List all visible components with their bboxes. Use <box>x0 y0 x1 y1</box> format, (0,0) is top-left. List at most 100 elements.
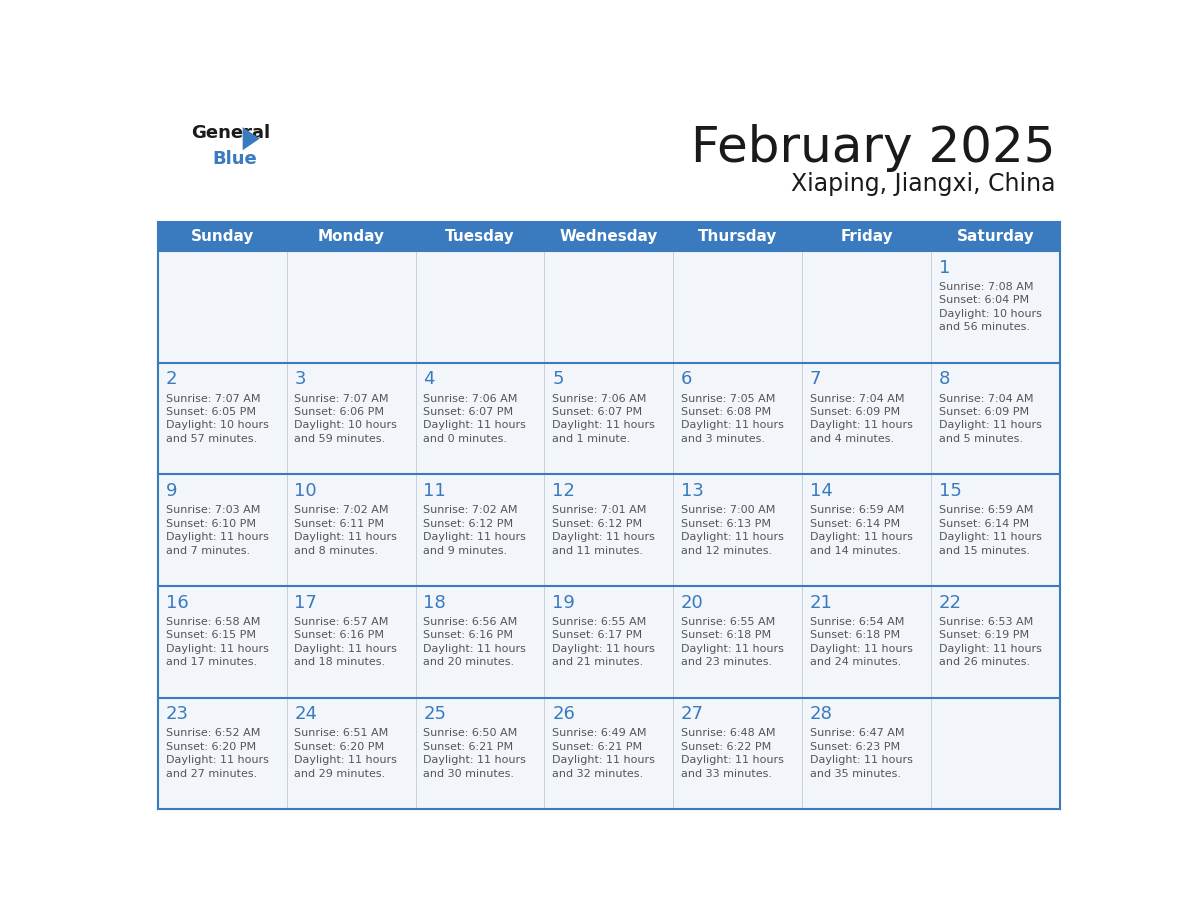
Text: Sunrise: 7:07 AM: Sunrise: 7:07 AM <box>165 394 260 404</box>
Text: Sunrise: 6:50 AM: Sunrise: 6:50 AM <box>423 729 518 738</box>
Text: Monday: Monday <box>317 229 385 244</box>
Text: Sunset: 6:11 PM: Sunset: 6:11 PM <box>295 519 385 529</box>
Text: 22: 22 <box>939 594 962 611</box>
Text: Sunset: 6:07 PM: Sunset: 6:07 PM <box>423 407 513 417</box>
Text: Sunset: 6:12 PM: Sunset: 6:12 PM <box>552 519 643 529</box>
Text: and 8 minutes.: and 8 minutes. <box>295 545 379 555</box>
Bar <box>158 475 1060 586</box>
Text: Sunrise: 6:48 AM: Sunrise: 6:48 AM <box>681 729 776 738</box>
Text: Sunrise: 7:00 AM: Sunrise: 7:00 AM <box>681 505 776 515</box>
Text: Sunset: 6:09 PM: Sunset: 6:09 PM <box>810 407 901 417</box>
Text: Daylight: 11 hours: Daylight: 11 hours <box>552 532 655 543</box>
Text: Friday: Friday <box>840 229 893 244</box>
Text: Sunrise: 7:06 AM: Sunrise: 7:06 AM <box>423 394 518 404</box>
Text: Sunset: 6:20 PM: Sunset: 6:20 PM <box>295 742 385 752</box>
Text: Wednesday: Wednesday <box>560 229 658 244</box>
Text: Sunrise: 7:07 AM: Sunrise: 7:07 AM <box>295 394 388 404</box>
Text: Daylight: 11 hours: Daylight: 11 hours <box>552 420 655 431</box>
Text: Daylight: 11 hours: Daylight: 11 hours <box>939 420 1042 431</box>
Text: Sunrise: 6:54 AM: Sunrise: 6:54 AM <box>810 617 904 627</box>
Text: Sunset: 6:23 PM: Sunset: 6:23 PM <box>810 742 901 752</box>
Text: Sunset: 6:08 PM: Sunset: 6:08 PM <box>681 407 771 417</box>
Text: and 29 minutes.: and 29 minutes. <box>295 769 386 778</box>
Text: 26: 26 <box>552 705 575 723</box>
Text: Saturday: Saturday <box>956 229 1035 244</box>
Text: 1: 1 <box>939 259 950 276</box>
Text: 21: 21 <box>810 594 833 611</box>
Text: 4: 4 <box>423 371 435 388</box>
Text: Daylight: 11 hours: Daylight: 11 hours <box>810 532 912 543</box>
Text: Sunrise: 6:59 AM: Sunrise: 6:59 AM <box>810 505 904 515</box>
Text: and 7 minutes.: and 7 minutes. <box>165 545 249 555</box>
Text: Sunrise: 7:01 AM: Sunrise: 7:01 AM <box>552 505 646 515</box>
Text: and 59 minutes.: and 59 minutes. <box>295 434 386 444</box>
Text: Sunrise: 7:04 AM: Sunrise: 7:04 AM <box>810 394 904 404</box>
Text: Sunrise: 6:55 AM: Sunrise: 6:55 AM <box>552 617 646 627</box>
Bar <box>158 251 1060 363</box>
Text: Daylight: 11 hours: Daylight: 11 hours <box>423 420 526 431</box>
Text: Sunset: 6:06 PM: Sunset: 6:06 PM <box>295 407 385 417</box>
Text: Daylight: 11 hours: Daylight: 11 hours <box>295 644 397 654</box>
Text: Sunrise: 6:59 AM: Sunrise: 6:59 AM <box>939 505 1034 515</box>
Text: Daylight: 11 hours: Daylight: 11 hours <box>939 644 1042 654</box>
Text: 7: 7 <box>810 371 821 388</box>
Text: and 1 minute.: and 1 minute. <box>552 434 631 444</box>
Text: 25: 25 <box>423 705 447 723</box>
Text: and 3 minutes.: and 3 minutes. <box>681 434 765 444</box>
Text: 8: 8 <box>939 371 950 388</box>
Text: Sunset: 6:20 PM: Sunset: 6:20 PM <box>165 742 255 752</box>
Text: and 4 minutes.: and 4 minutes. <box>810 434 895 444</box>
Text: 11: 11 <box>423 482 446 500</box>
Text: and 15 minutes.: and 15 minutes. <box>939 545 1030 555</box>
Text: 12: 12 <box>552 482 575 500</box>
Text: Sunset: 6:05 PM: Sunset: 6:05 PM <box>165 407 255 417</box>
Text: Daylight: 11 hours: Daylight: 11 hours <box>681 756 784 766</box>
Text: Sunset: 6:10 PM: Sunset: 6:10 PM <box>165 519 255 529</box>
Text: 5: 5 <box>552 371 563 388</box>
Text: and 17 minutes.: and 17 minutes. <box>165 657 257 667</box>
Text: Sunset: 6:12 PM: Sunset: 6:12 PM <box>423 519 513 529</box>
Text: and 20 minutes.: and 20 minutes. <box>423 657 514 667</box>
Text: Sunrise: 6:57 AM: Sunrise: 6:57 AM <box>295 617 388 627</box>
Text: Sunrise: 7:04 AM: Sunrise: 7:04 AM <box>939 394 1034 404</box>
Text: Daylight: 10 hours: Daylight: 10 hours <box>295 420 397 431</box>
Text: Sunrise: 7:06 AM: Sunrise: 7:06 AM <box>552 394 646 404</box>
Text: Daylight: 11 hours: Daylight: 11 hours <box>810 420 912 431</box>
Text: and 14 minutes.: and 14 minutes. <box>810 545 901 555</box>
Text: 16: 16 <box>165 594 189 611</box>
Text: Sunday: Sunday <box>190 229 254 244</box>
Text: Daylight: 11 hours: Daylight: 11 hours <box>552 756 655 766</box>
Text: 13: 13 <box>681 482 704 500</box>
Text: Sunset: 6:22 PM: Sunset: 6:22 PM <box>681 742 771 752</box>
Text: Sunset: 6:04 PM: Sunset: 6:04 PM <box>939 296 1029 306</box>
Text: Sunset: 6:21 PM: Sunset: 6:21 PM <box>423 742 513 752</box>
Text: and 0 minutes.: and 0 minutes. <box>423 434 507 444</box>
Bar <box>158 222 1060 251</box>
Text: 3: 3 <box>295 371 307 388</box>
Text: Daylight: 11 hours: Daylight: 11 hours <box>681 420 784 431</box>
Text: Sunrise: 7:02 AM: Sunrise: 7:02 AM <box>295 505 388 515</box>
Text: Daylight: 11 hours: Daylight: 11 hours <box>552 644 655 654</box>
Text: 20: 20 <box>681 594 703 611</box>
Text: Sunrise: 6:56 AM: Sunrise: 6:56 AM <box>423 617 518 627</box>
Text: and 12 minutes.: and 12 minutes. <box>681 545 772 555</box>
Text: Sunset: 6:14 PM: Sunset: 6:14 PM <box>939 519 1029 529</box>
Text: Sunset: 6:09 PM: Sunset: 6:09 PM <box>939 407 1029 417</box>
Text: Sunrise: 6:58 AM: Sunrise: 6:58 AM <box>165 617 260 627</box>
Text: General: General <box>191 124 270 142</box>
Text: Sunset: 6:18 PM: Sunset: 6:18 PM <box>810 631 901 640</box>
Text: Daylight: 11 hours: Daylight: 11 hours <box>810 644 912 654</box>
Text: and 18 minutes.: and 18 minutes. <box>295 657 386 667</box>
Text: Sunset: 6:13 PM: Sunset: 6:13 PM <box>681 519 771 529</box>
Text: Sunrise: 6:53 AM: Sunrise: 6:53 AM <box>939 617 1034 627</box>
Text: 17: 17 <box>295 594 317 611</box>
Text: 19: 19 <box>552 594 575 611</box>
Polygon shape <box>242 127 260 151</box>
Text: Sunset: 6:16 PM: Sunset: 6:16 PM <box>295 631 385 640</box>
Text: Daylight: 11 hours: Daylight: 11 hours <box>165 644 268 654</box>
Text: 10: 10 <box>295 482 317 500</box>
Text: and 23 minutes.: and 23 minutes. <box>681 657 772 667</box>
Text: 27: 27 <box>681 705 704 723</box>
Text: Sunrise: 6:52 AM: Sunrise: 6:52 AM <box>165 729 260 738</box>
Text: Tuesday: Tuesday <box>446 229 514 244</box>
